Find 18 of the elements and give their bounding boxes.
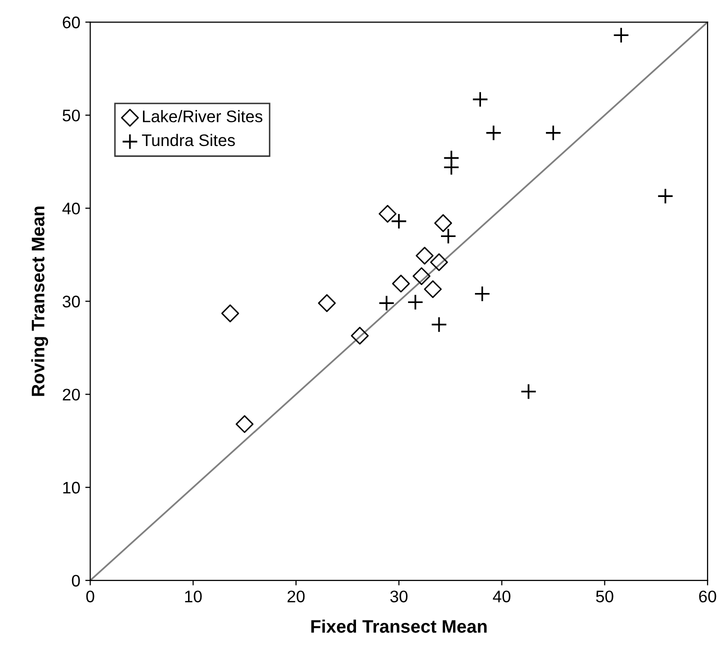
x-tick-label: 60	[699, 590, 716, 602]
legend-label: Lake/River Sites	[142, 110, 262, 122]
y-tick-label: 30	[62, 296, 80, 308]
y-tick-label: 20	[62, 388, 80, 401]
legend-label: Tundra Sites	[142, 134, 235, 146]
x-tick-label: 10	[185, 590, 202, 602]
x-tick-label: 20	[288, 590, 305, 602]
x-tick-label: 50	[596, 590, 614, 602]
y-axis-title: Roving Transect Mean	[31, 206, 48, 396]
y-tick-label: 60	[62, 16, 80, 28]
x-axis-title: Fixed Transect Mean	[311, 620, 487, 633]
y-tick-label: 10	[63, 482, 80, 494]
x-tick-label: 40	[492, 590, 510, 602]
y-tick-label: 0	[72, 574, 80, 587]
y-tick-label: 40	[62, 202, 80, 214]
x-tick-label: 30	[390, 590, 408, 602]
x-tick-label: 0	[86, 590, 94, 602]
y-tick-label: 50	[62, 110, 80, 122]
